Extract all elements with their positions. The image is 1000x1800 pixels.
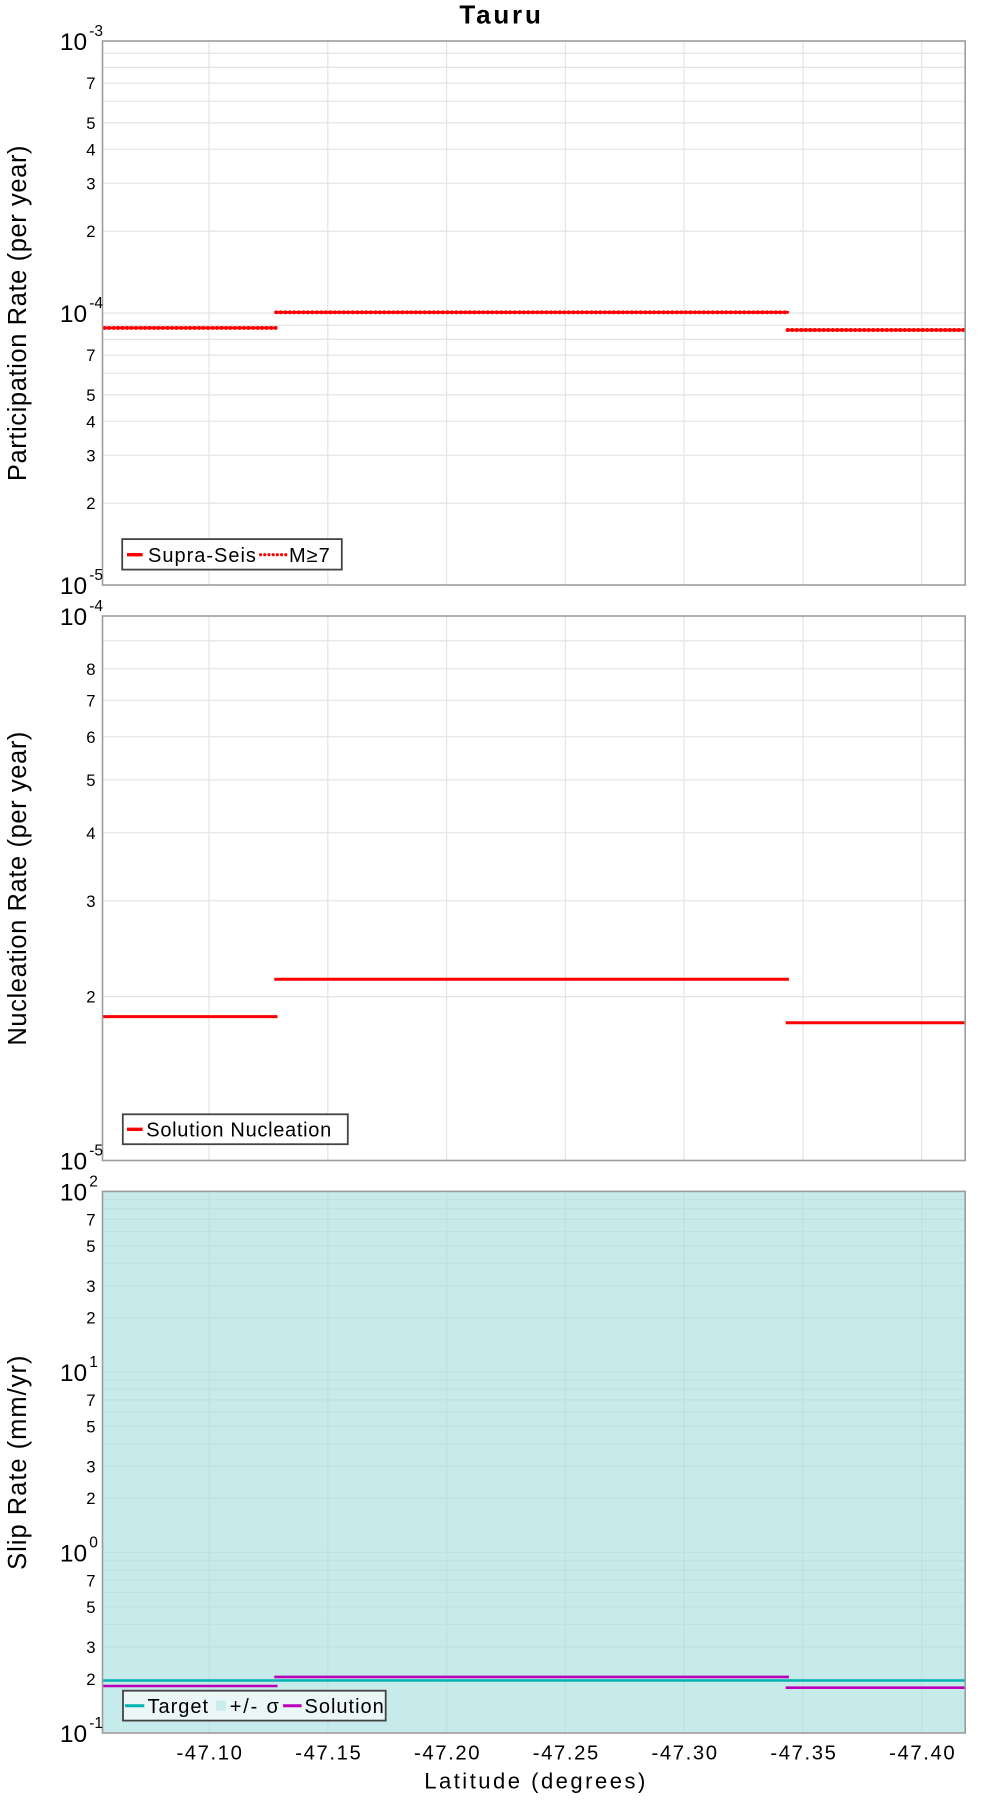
svg-text:-47.25: -47.25 <box>533 1743 600 1765</box>
svg-text:Slip Rate (mm/yr): Slip Rate (mm/yr) <box>4 1355 32 1570</box>
svg-text:10: 10 <box>60 604 87 631</box>
svg-text:2: 2 <box>86 222 95 241</box>
svg-text:5: 5 <box>86 1417 95 1436</box>
svg-text:10: 10 <box>60 1360 87 1387</box>
svg-text:7: 7 <box>86 1572 95 1591</box>
svg-text:M≥7: M≥7 <box>289 545 331 567</box>
svg-text:7: 7 <box>86 1391 95 1410</box>
svg-text:-4: -4 <box>89 295 103 312</box>
svg-text:10: 10 <box>60 1179 87 1206</box>
svg-text:4: 4 <box>86 412 95 431</box>
svg-text:10: 10 <box>60 29 87 56</box>
svg-text:7: 7 <box>86 74 95 93</box>
svg-text:5: 5 <box>86 114 95 133</box>
svg-text:5: 5 <box>86 1598 95 1617</box>
svg-text:-47.40: -47.40 <box>889 1743 956 1765</box>
svg-text:10: 10 <box>60 1541 87 1568</box>
svg-text:+/- σ: +/- σ <box>230 1696 281 1718</box>
svg-text:-47.10: -47.10 <box>176 1743 243 1765</box>
svg-text:-5: -5 <box>89 567 103 584</box>
svg-text:2: 2 <box>86 1670 95 1689</box>
svg-text:3: 3 <box>86 1638 95 1657</box>
svg-text:-47.20: -47.20 <box>414 1743 481 1765</box>
svg-text:Tauru: Tauru <box>459 0 543 30</box>
svg-text:3: 3 <box>86 1457 95 1476</box>
svg-text:10: 10 <box>60 573 87 600</box>
svg-text:Supra-Seis: Supra-Seis <box>148 545 257 567</box>
svg-text:-3: -3 <box>89 23 103 40</box>
svg-text:Nucleation Rate (per year): Nucleation Rate (per year) <box>4 731 32 1046</box>
svg-text:5: 5 <box>86 1237 95 1256</box>
svg-text:7: 7 <box>86 1211 95 1230</box>
svg-text:-47.35: -47.35 <box>770 1743 837 1765</box>
svg-text:Solution Nucleation: Solution Nucleation <box>146 1120 332 1142</box>
svg-text:7: 7 <box>86 691 95 710</box>
svg-text:8: 8 <box>86 660 95 679</box>
svg-text:Solution: Solution <box>305 1696 385 1718</box>
svg-text:2: 2 <box>86 1309 95 1328</box>
svg-text:10: 10 <box>60 301 87 328</box>
svg-text:2: 2 <box>86 1489 95 1508</box>
svg-text:3: 3 <box>86 174 95 193</box>
svg-text:4: 4 <box>86 824 95 843</box>
svg-text:3: 3 <box>86 1277 95 1296</box>
svg-text:5: 5 <box>86 386 95 405</box>
svg-text:2: 2 <box>86 988 95 1007</box>
svg-text:3: 3 <box>86 446 95 465</box>
svg-text:6: 6 <box>86 728 95 747</box>
svg-text:10: 10 <box>60 1149 87 1176</box>
svg-text:Target: Target <box>148 1696 210 1718</box>
svg-text:10: 10 <box>60 1721 87 1748</box>
svg-text:2: 2 <box>86 494 95 513</box>
svg-text:4: 4 <box>86 140 95 159</box>
svg-text:Latitude (degrees): Latitude (degrees) <box>424 1769 648 1794</box>
svg-text:1: 1 <box>89 1354 98 1371</box>
svg-text:7: 7 <box>86 346 95 365</box>
svg-text:5: 5 <box>86 771 95 790</box>
svg-text:-5: -5 <box>89 1143 103 1160</box>
svg-text:Participation Rate (per year): Participation Rate (per year) <box>4 145 32 481</box>
svg-text:-1: -1 <box>89 1715 103 1732</box>
svg-text:-4: -4 <box>89 598 103 615</box>
svg-text:3: 3 <box>86 892 95 911</box>
svg-text:-47.30: -47.30 <box>652 1743 719 1765</box>
svg-text:-47.15: -47.15 <box>295 1743 362 1765</box>
svg-text:0: 0 <box>89 1535 98 1552</box>
svg-text:2: 2 <box>89 1173 98 1190</box>
